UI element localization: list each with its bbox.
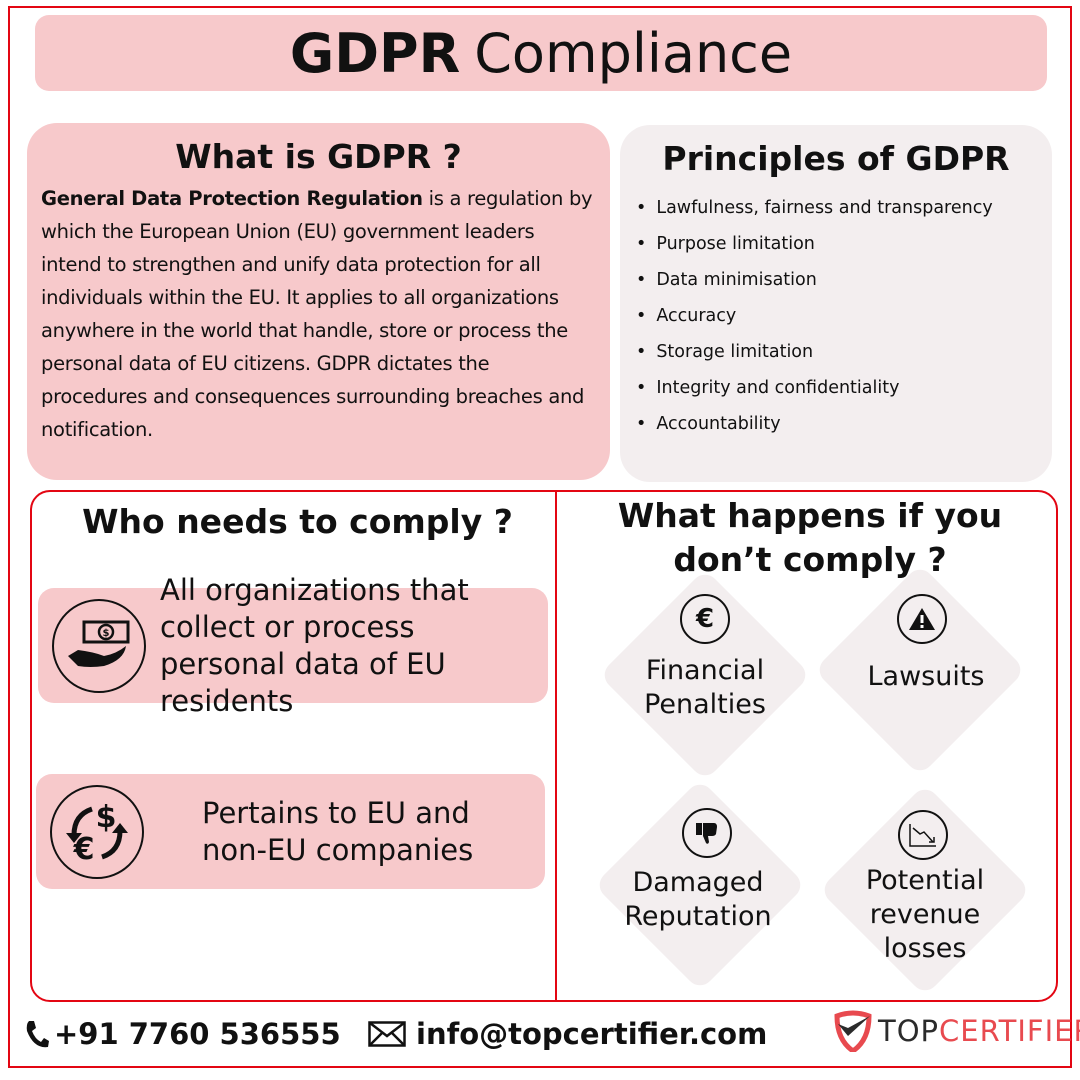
bottom-panel (30, 490, 1058, 1002)
declining-chart-icon (898, 810, 948, 860)
topcertifier-logo: TOP CERTIFIER (834, 1010, 1080, 1052)
consequence-label: Financial Penalties (644, 655, 766, 720)
who-heading: Who needs to comply ? (82, 502, 513, 541)
hand-money-icon: $ (52, 598, 146, 693)
page-title: GDPR Compliance (35, 15, 1047, 91)
principle-item: Accuracy (630, 298, 1042, 334)
principle-item: Lawfulness, fairness and transparency (630, 190, 1042, 226)
svg-text:$: $ (96, 800, 117, 835)
principle-item: Storage limitation (630, 334, 1042, 370)
footer-email[interactable]: info@topcertifier.com (368, 1012, 767, 1056)
who-card: $ € Pertains to EU and non-EU companies (36, 774, 545, 889)
principle-item: Purpose limitation (630, 226, 1042, 262)
footer-phone[interactable]: +91 7760 536555 (24, 1012, 341, 1056)
thumbs-down-icon (682, 808, 732, 858)
consequence-label: Damaged Reputation (624, 867, 772, 932)
principles-panel: Principles of GDPR Lawfulness, fairness … (620, 125, 1052, 482)
euro-icon: € (680, 594, 730, 644)
principle-item: Data minimisation (630, 262, 1042, 298)
phone-icon (26, 1021, 49, 1048)
svg-text:€: € (73, 832, 95, 867)
consequences-heading: What happens if you don’t comply ? (617, 496, 1003, 579)
who-card-text: Pertains to EU and non-EU companies (202, 795, 474, 867)
consequence-label: Potential revenue losses (865, 865, 985, 964)
shield-check-icon (834, 1010, 872, 1052)
principle-item: Accountability (630, 406, 1042, 442)
what-heading: What is GDPR ? (175, 137, 462, 176)
what-body: General Data Protection Regulation is a … (41, 187, 593, 441)
currency-exchange-icon: $ € (50, 784, 144, 879)
mail-icon (368, 1021, 406, 1047)
consequence-label: Lawsuits (867, 661, 985, 692)
principles-heading: Principles of GDPR (662, 139, 1010, 178)
divider (555, 490, 557, 1002)
svg-text:$: $ (103, 628, 110, 639)
who-card-text: All organizations that collect or proces… (160, 572, 469, 718)
what-is-gdpr-panel: What is GDPR ? General Data Protection R… (27, 123, 610, 480)
principle-item: Integrity and confidentiality (630, 370, 1042, 406)
who-card: $ All organizations that collect or proc… (38, 573, 548, 718)
page-border (8, 6, 1072, 1068)
warning-icon (897, 594, 947, 644)
